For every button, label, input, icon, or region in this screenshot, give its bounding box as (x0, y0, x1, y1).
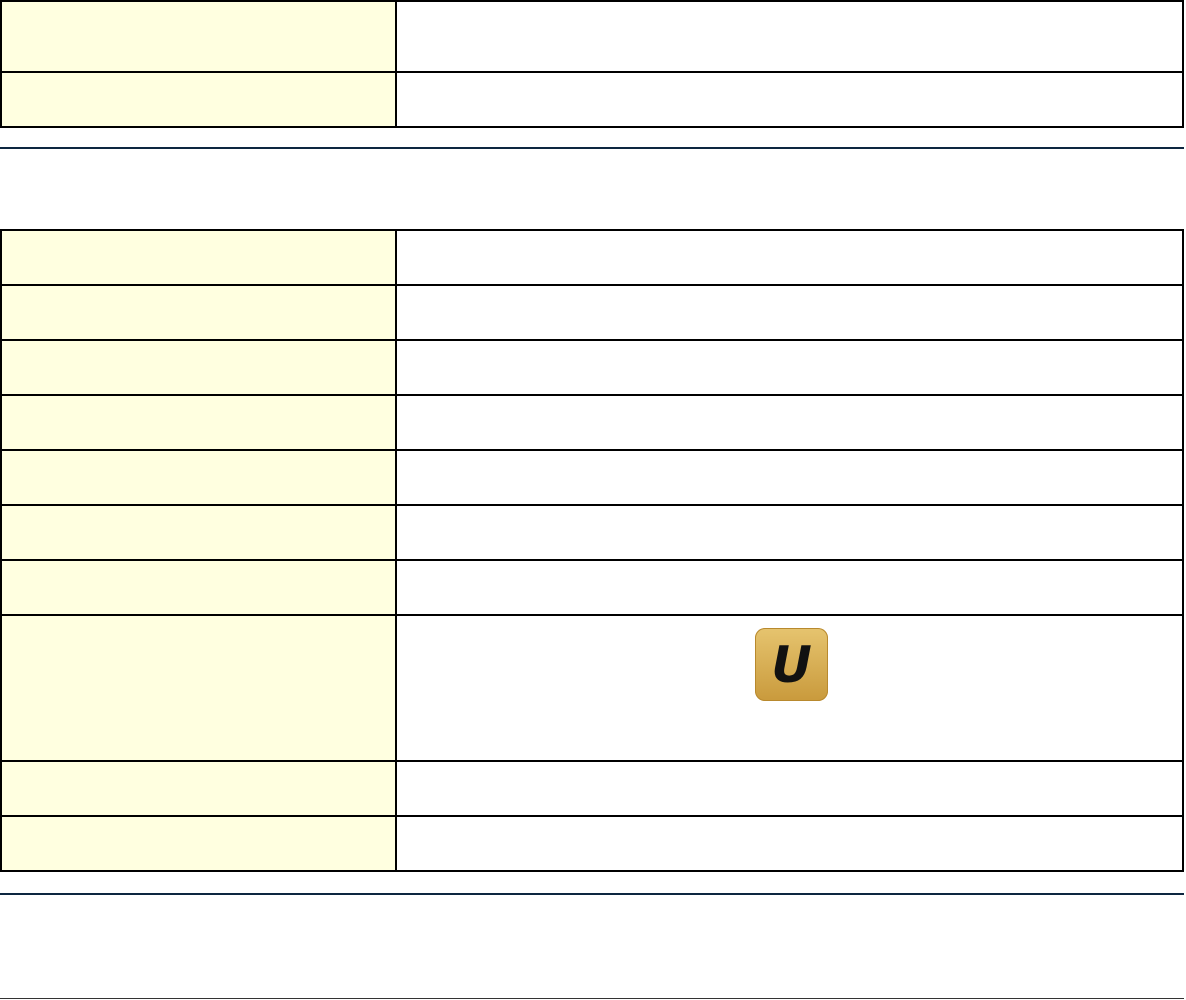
section-divider (0, 147, 1184, 149)
value-cell (395, 284, 1184, 341)
label-cell (0, 815, 397, 872)
label-cell (0, 339, 397, 396)
table-row (0, 504, 1184, 561)
table-row (0, 760, 1184, 817)
label-cell (0, 504, 397, 561)
table-row (0, 449, 1184, 506)
label-cell (0, 394, 397, 451)
value-cell (395, 449, 1184, 506)
table-row (0, 559, 1184, 616)
value-cell (395, 559, 1184, 616)
section-divider (0, 893, 1184, 895)
value-cell (395, 815, 1184, 872)
value-cell (395, 71, 1184, 128)
label-cell (0, 614, 397, 762)
table-row (0, 815, 1184, 872)
label-cell (0, 559, 397, 616)
table-row (0, 0, 1184, 73)
label-cell (0, 284, 397, 341)
info-table-1 (0, 0, 1184, 128)
table-row (0, 71, 1184, 128)
table-row (0, 614, 1184, 762)
label-cell (0, 449, 397, 506)
value-cell (395, 339, 1184, 396)
table-row (0, 284, 1184, 341)
logo-letter: U (771, 635, 812, 694)
label-cell (0, 0, 397, 73)
label-cell (0, 71, 397, 128)
value-cell (395, 394, 1184, 451)
footer-divider (0, 998, 1184, 999)
value-cell (395, 0, 1184, 73)
value-cell (395, 229, 1184, 286)
info-table-2 (0, 229, 1184, 872)
label-cell (0, 229, 397, 286)
label-cell (0, 760, 397, 817)
table-row (0, 339, 1184, 396)
value-cell (395, 760, 1184, 817)
table-row (0, 229, 1184, 286)
app-logo-icon: U (755, 628, 828, 701)
table-row (0, 394, 1184, 451)
value-cell (395, 504, 1184, 561)
